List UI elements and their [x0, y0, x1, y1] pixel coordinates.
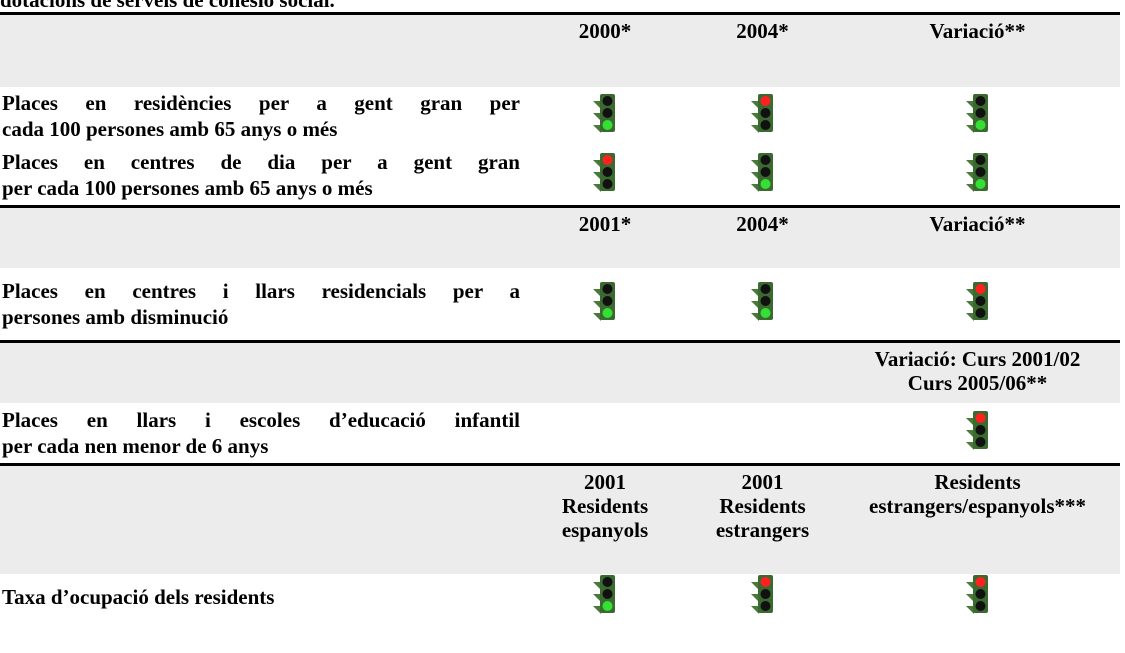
light-cell	[835, 152, 1120, 198]
data-row: Places en llars i escoles d’educació inf…	[0, 403, 1120, 463]
header-text: 2001*	[578, 212, 632, 236]
row-label: Places en centres de dia per a gent gran…	[0, 149, 520, 201]
section: 2000* 2004* Variació** Places en residèncie…	[0, 12, 1120, 205]
traffic-light	[750, 575, 773, 614]
header-text: 2001	[584, 470, 626, 494]
section: 2001* 2004* Variació** Places en centres i …	[0, 205, 1120, 340]
header-cell: 2000*	[520, 15, 690, 87]
header-cell: 2004*	[690, 15, 835, 87]
header-text: estrangers	[715, 518, 810, 542]
data-row: Taxa d’ocupació dels residents	[0, 574, 1120, 620]
header-cell	[520, 343, 690, 403]
header-text: estrangers/espanyols***	[869, 494, 1086, 518]
header-text: Residents	[934, 470, 1021, 494]
traffic-light	[965, 94, 988, 133]
header-cell: Variació**	[835, 15, 1120, 87]
header-text: 2004*	[736, 19, 789, 43]
label-line: per cada 100 persones amb 65 anys o més	[2, 176, 373, 200]
section: Variació: Curs 2001/02 Curs 2005/06** Plac…	[0, 340, 1120, 463]
label-line: Places en residències per a gent gran pe…	[2, 91, 520, 115]
header-cell	[0, 208, 520, 268]
header-cell: Residents estrangers/espanyols***	[835, 466, 1120, 574]
light-cell	[690, 93, 835, 139]
light-cell	[835, 281, 1120, 327]
light-cell	[520, 152, 690, 198]
traffic-light	[593, 575, 615, 614]
header-cell: 2001*	[520, 208, 690, 268]
label-line: cada 100 persones amb 65 anys o més	[2, 117, 338, 141]
data-row: Places en residències per a gent gran pe…	[0, 87, 1120, 145]
header-cell: 2001 Residents estrangers	[690, 466, 835, 574]
data-row: Places en centres de dia per a gent gran…	[0, 145, 1120, 205]
header-text: 2000*	[578, 19, 632, 43]
traffic-light	[965, 282, 988, 321]
light-cell	[520, 93, 690, 139]
header-row: Variació: Curs 2001/02 Curs 2005/06**	[0, 343, 1120, 403]
traffic-light	[750, 94, 773, 133]
header-cell: 2001 Residents espanyols	[520, 466, 690, 574]
label-line: persones amb disminució	[2, 305, 229, 329]
header-cell: Variació**	[835, 208, 1120, 268]
traffic-light	[965, 411, 988, 450]
header-text: Curs 2005/06**	[907, 371, 1048, 395]
header-text: 2004*	[736, 212, 789, 236]
row-label: Places en centres i llars residencials p…	[0, 278, 520, 330]
label-line: Places en llars i escoles d’educació inf…	[2, 408, 520, 432]
header-text: Variació: Curs 2001/02	[874, 347, 1081, 371]
light-cell	[690, 152, 835, 198]
light-cell	[520, 574, 690, 620]
header-cell: 2004*	[690, 208, 835, 268]
light-cell	[835, 410, 1120, 456]
row-label: Taxa d’ocupació dels residents	[0, 584, 520, 610]
title: dotacions de serveis de cohesió social.	[0, 0, 335, 12]
row-label: Places en residències per a gent gran pe…	[0, 90, 520, 142]
light-cell	[835, 574, 1120, 620]
label-line: per cada nen menor de 6 anys	[2, 434, 269, 458]
light-cell	[690, 574, 835, 620]
table: 2000* 2004* Variació** Places en residèncie…	[0, 12, 1120, 620]
header-text: 2001	[741, 470, 784, 494]
traffic-light	[750, 282, 773, 321]
traffic-light	[593, 153, 615, 192]
header-row: 2001* 2004* Variació**	[0, 208, 1120, 268]
header-text: Residents	[719, 494, 806, 518]
header-text: Residents	[561, 494, 649, 518]
header-cell	[690, 343, 835, 403]
header-row: 2000* 2004* Variació**	[0, 15, 1120, 87]
header-text: espanyols	[561, 518, 649, 542]
traffic-light	[593, 282, 615, 321]
header-text: Variació**	[929, 212, 1026, 236]
data-row: Places en centres i llars residencials p…	[0, 268, 1120, 340]
header-row: 2001 Residents espanyols 2001 Residents estra…	[0, 466, 1120, 574]
traffic-light	[593, 94, 615, 133]
light-cell	[690, 281, 835, 327]
row-label: Places en llars i escoles d’educació inf…	[0, 407, 520, 459]
light-cell	[520, 281, 690, 327]
light-cell	[835, 93, 1120, 139]
traffic-light	[965, 575, 988, 614]
header-cell	[0, 343, 520, 403]
section: 2001 Residents espanyols 2001 Residents estra…	[0, 463, 1120, 620]
header-text: Variació**	[929, 19, 1026, 43]
header-cell: Variació: Curs 2001/02 Curs 2005/06**	[835, 343, 1120, 403]
header-cell	[0, 466, 520, 574]
label-line: Places en centres i llars residencials p…	[2, 279, 520, 303]
label-line: Places en centres de dia per a gent gran	[2, 150, 520, 174]
traffic-light	[965, 153, 988, 192]
label-line: Taxa d’ocupació dels residents	[2, 585, 275, 609]
header-cell	[0, 15, 520, 87]
traffic-light	[750, 153, 773, 192]
